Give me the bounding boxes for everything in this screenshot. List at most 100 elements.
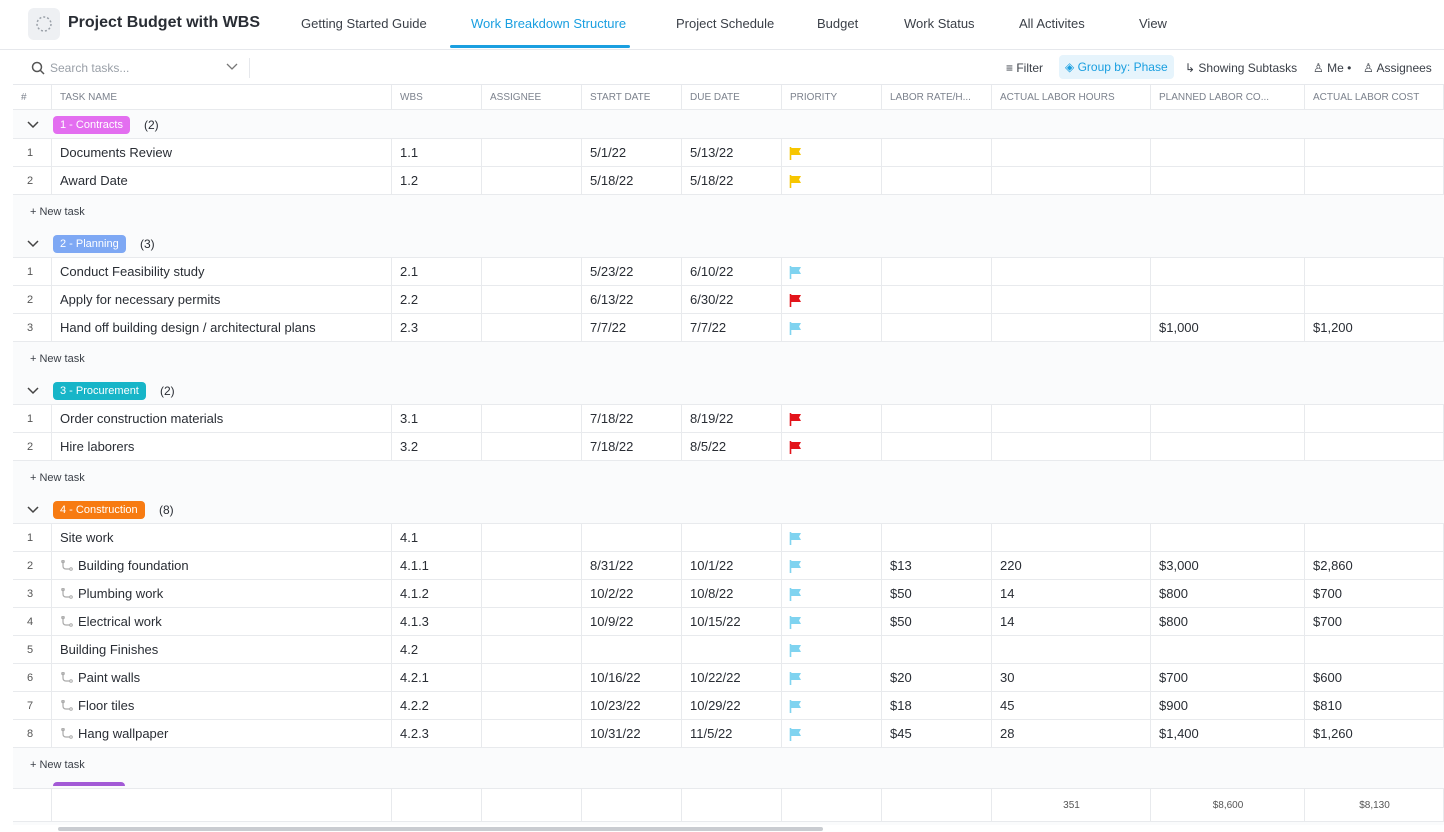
subtask-icon	[61, 728, 73, 739]
search-dropdown[interactable]	[226, 63, 238, 71]
cell-start: 6/13/22	[582, 286, 682, 314]
column-header[interactable]: START DATE	[582, 85, 682, 110]
priority-flag[interactable]	[789, 294, 803, 308]
priority-flag[interactable]	[789, 322, 803, 336]
totals-cell	[13, 788, 52, 822]
cell-start	[582, 636, 682, 664]
tab[interactable]: Budget	[817, 16, 859, 31]
cell-text: 10/16/22	[590, 670, 641, 685]
search-input[interactable]: Search tasks...	[50, 61, 130, 75]
tab[interactable]: Getting Started Guide	[301, 16, 427, 31]
column-header[interactable]: ACTUAL LABOR COST	[1305, 85, 1444, 110]
column-header[interactable]: PRIORITY	[782, 85, 882, 110]
cell-text[interactable]: Hang wallpaper	[78, 726, 169, 741]
priority-flag[interactable]	[789, 441, 803, 455]
tab[interactable]: View	[1139, 16, 1167, 31]
group-pill[interactable]: 3 - Procurement	[53, 382, 146, 400]
tab[interactable]: Work Breakdown Structure	[471, 16, 627, 31]
group-pill[interactable]: 1 - Contracts	[53, 116, 130, 134]
totals-cell	[52, 788, 392, 822]
cell-text[interactable]: Electrical work	[78, 614, 162, 629]
cell-planned: $1,000	[1151, 314, 1305, 342]
priority-flag[interactable]	[789, 644, 803, 658]
group-pill[interactable]: 2 - Planning	[53, 235, 126, 253]
new-task-button[interactable]: + New task	[30, 353, 85, 365]
me-button[interactable]: ♙ Me •	[1313, 61, 1352, 75]
priority-flag[interactable]	[789, 588, 803, 602]
cell-text: 30	[1000, 670, 1015, 685]
scrollbar[interactable]	[58, 827, 823, 831]
filter-button[interactable]: ≡ Filter	[1006, 61, 1044, 75]
column-header[interactable]: ACTUAL LABOR HOURS	[992, 85, 1151, 110]
tab[interactable]: Project Schedule	[676, 16, 775, 31]
cell-text: 1	[27, 532, 34, 544]
collapse-toggle[interactable]	[27, 387, 39, 395]
cell-text[interactable]: Plumbing work	[78, 586, 164, 601]
column-header[interactable]: TASK NAME	[52, 85, 392, 110]
cell-start: 5/18/22	[582, 167, 682, 195]
new-task-button[interactable]: + New task	[30, 206, 85, 218]
group-pill[interactable]: 4 - Construction	[53, 501, 145, 519]
priority-flag[interactable]	[789, 147, 803, 161]
cell-text: 6	[27, 672, 34, 684]
cell-planned: $800	[1151, 580, 1305, 608]
cell-text[interactable]: Conduct Feasibility study	[60, 264, 205, 279]
column-header[interactable]: WBS	[392, 85, 482, 110]
cell-name: Site work	[52, 524, 392, 552]
cell-due: 6/30/22	[682, 286, 782, 314]
space-icon[interactable]	[28, 8, 60, 40]
cell-num: 8	[13, 720, 52, 748]
assignees-button[interactable]: ♙ Assignees	[1363, 61, 1432, 75]
column-header[interactable]: DUE DATE	[682, 85, 782, 110]
priority-flag[interactable]	[789, 728, 803, 742]
priority-flag[interactable]	[789, 616, 803, 630]
cell-start: 8/31/22	[582, 552, 682, 580]
priority-flag[interactable]	[789, 413, 803, 427]
active-tab-indicator	[450, 45, 630, 48]
cell-text[interactable]: Documents Review	[60, 145, 172, 160]
cell-text[interactable]: Hand off building design / architectural…	[60, 320, 316, 335]
cell-text[interactable]: Paint walls	[78, 670, 141, 685]
cell-text[interactable]: Floor tiles	[78, 698, 135, 713]
new-task-button[interactable]: + New task	[30, 472, 85, 484]
priority-flag[interactable]	[789, 560, 803, 574]
priority-flag[interactable]	[789, 532, 803, 546]
collapse-toggle[interactable]	[27, 506, 39, 514]
cell-text: 11/5/22	[690, 726, 733, 741]
priority-flag[interactable]	[789, 175, 803, 189]
subtasks-button[interactable]: ↳ Showing Subtasks	[1185, 61, 1298, 75]
tab[interactable]: All Activites	[1019, 16, 1085, 31]
column-header[interactable]: ASSIGNEE	[482, 85, 582, 110]
collapse-toggle[interactable]	[27, 121, 39, 129]
column-header[interactable]: #	[13, 85, 52, 110]
tab[interactable]: Work Status	[904, 16, 975, 31]
new-task-button[interactable]: + New task	[30, 759, 85, 771]
cell-text: 14	[1000, 614, 1015, 629]
column-header[interactable]: PLANNED LABOR CO...	[1151, 85, 1305, 110]
cell-text[interactable]: Order construction materials	[60, 411, 224, 426]
cell-actual: $700	[1305, 608, 1444, 636]
group-count: (3)	[140, 237, 155, 251]
cell-text: 6/30/22	[690, 292, 734, 307]
cell-text[interactable]: Hire laborers	[60, 439, 135, 454]
cell-wbs: 4.1.2	[392, 580, 482, 608]
cell-wbs: 3.1	[392, 405, 482, 433]
cell-text: 4.1.3	[400, 614, 429, 629]
cell-text: $1,200	[1313, 320, 1353, 335]
cell-text[interactable]: Building foundation	[78, 558, 189, 573]
priority-flag[interactable]	[789, 266, 803, 280]
cell-num: 1	[13, 258, 52, 286]
cell-start: 5/23/22	[582, 258, 682, 286]
cell-text[interactable]: Building Finishes	[60, 642, 159, 657]
cell-rate	[882, 286, 992, 314]
cell-text: 4.1	[400, 530, 419, 545]
cell-hours: 14	[992, 608, 1151, 636]
cell-text[interactable]: Apply for necessary permits	[60, 292, 221, 307]
priority-flag[interactable]	[789, 700, 803, 714]
collapse-toggle[interactable]	[27, 240, 39, 248]
priority-flag[interactable]	[789, 672, 803, 686]
cell-text[interactable]: Award Date	[60, 173, 128, 188]
group-by-button[interactable]: ◈ Group by: Phase	[1059, 55, 1174, 79]
cell-text[interactable]: Site work	[60, 530, 114, 545]
column-header[interactable]: LABOR RATE/H...	[882, 85, 992, 110]
